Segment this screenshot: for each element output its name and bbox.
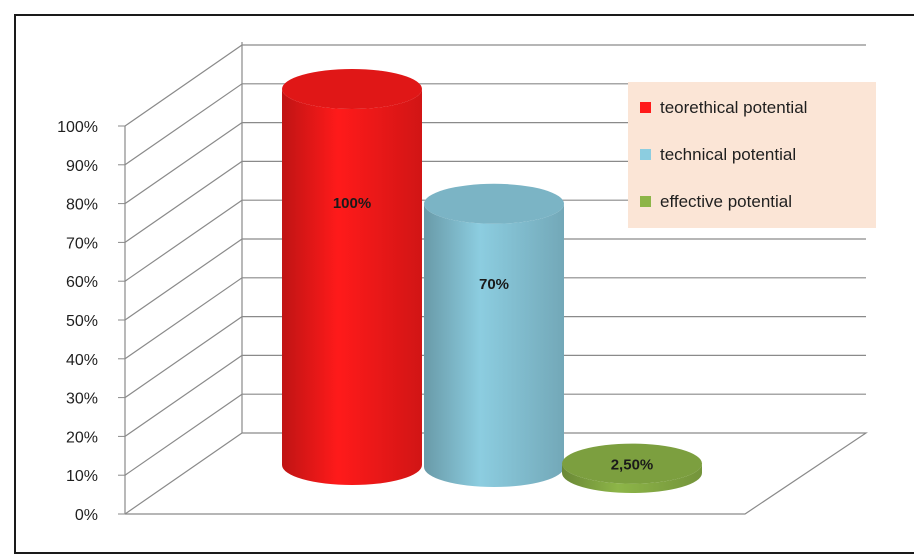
y-tick-label: 30%: [66, 391, 98, 408]
legend-box: [628, 82, 876, 228]
y-tick-label: 50%: [66, 313, 98, 330]
legend-swatch: [640, 102, 651, 113]
floor-outline: [124, 432, 868, 515]
bar-top: [282, 69, 422, 109]
y-tick-label: 100%: [57, 119, 98, 136]
bar-body: [424, 203, 564, 488]
legend-swatch: [640, 196, 651, 207]
y-tick-label: 0%: [75, 507, 98, 524]
bar-body: [562, 463, 702, 493]
legend-swatch: [640, 149, 651, 160]
y-axis-tick-labels: 0% 10% 20% 30% 40% 50% 60% 70% 80% 90% 100%: [57, 119, 125, 524]
legend-label: technical potential: [660, 145, 796, 164]
y-tick-label: 40%: [66, 352, 98, 369]
y-tick-label: 10%: [66, 468, 98, 485]
data-label: 2,50%: [611, 457, 654, 474]
legend-label: teorethical potential: [660, 98, 807, 117]
bar-top: [562, 443, 702, 484]
data-labels: 100% 70% 2,50%: [333, 195, 653, 474]
data-label: 100%: [333, 195, 371, 212]
y-tick-label: 80%: [66, 197, 98, 214]
bars: [282, 69, 702, 493]
y-tick-label: 70%: [66, 235, 98, 252]
bar-top: [424, 183, 564, 224]
bar-chart: 0% 10% 20% 30% 40% 50% 60% 70% 80% 90% 100% 100% 70…: [57, 42, 876, 524]
bar-technical-potential: [424, 183, 564, 488]
y-tick-label: 90%: [66, 158, 98, 175]
bar-teorethical-potential: [282, 69, 422, 485]
data-label: 70%: [479, 276, 509, 293]
legend: teorethical potential technical potential…: [628, 82, 876, 228]
y-tick-label: 20%: [66, 429, 98, 446]
bar-effective-potential: [562, 443, 702, 493]
legend-label: effective potential: [660, 192, 792, 211]
bar-body: [282, 89, 422, 485]
y-tick-label: 60%: [66, 274, 98, 291]
